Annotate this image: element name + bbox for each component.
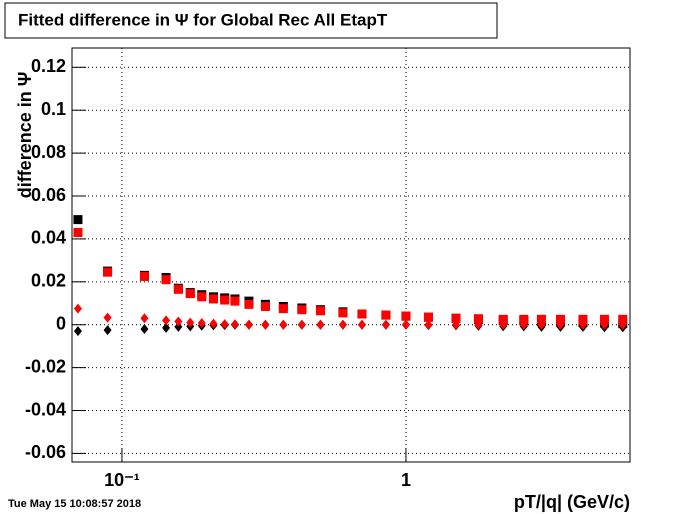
diamond-marker [103,312,112,323]
square-marker [197,292,207,302]
diamond-marker [316,319,325,330]
diamond-marker [338,319,347,330]
square-marker [423,312,433,322]
diamond-marker [499,319,508,330]
diamond-marker [174,321,183,332]
diamond-marker [600,319,609,330]
square-marker [220,295,230,305]
square-marker [278,304,288,314]
diamond-marker [279,319,288,330]
y-tick-label: 0.06 [31,185,66,205]
square-marker [315,306,325,316]
timestamp: Tue May 15 10:08:57 2018 [8,498,141,510]
x-tick-label: 1 [401,470,411,490]
diamond-marker [618,319,627,330]
diamond-marker [578,319,587,330]
square-marker [185,289,195,299]
y-tick-label: 0.08 [31,142,66,162]
x-axis-label: pT/|q| (GeV/c) [514,492,630,512]
diamond-marker [197,317,206,328]
square-marker [473,314,483,324]
diamond-marker [519,319,528,330]
y-axis-label: difference in Ψ [15,72,35,199]
y-tick-label: 0 [56,313,66,333]
square-marker [451,313,461,323]
diamond-marker [220,319,229,330]
square-marker [139,271,149,281]
diamond-marker [261,319,270,330]
square-marker [519,314,529,324]
diamond-marker [140,324,149,335]
diamond-marker [556,319,565,330]
diamond-marker [140,313,149,324]
square-marker [498,314,508,324]
diamond-marker [73,326,82,337]
y-tick-label: 0.1 [41,99,66,119]
diamond-marker [537,319,546,330]
diamond-marker [162,322,171,333]
square-marker [230,296,240,306]
square-marker [161,275,171,285]
diamond-marker [174,316,183,327]
square-marker [401,311,411,321]
diamond-marker [103,325,112,336]
y-tick-label: -0.04 [25,399,66,419]
square-marker [555,314,565,324]
square-marker [618,314,628,324]
y-tick-label: -0.02 [25,356,66,376]
diamond-marker [73,303,82,314]
diamond-marker [297,319,306,330]
diamond-marker [244,319,253,330]
diamond-marker [401,319,410,330]
square-marker [244,299,254,309]
diamond-marker [186,317,195,328]
square-marker [208,294,218,304]
diamond-marker [424,319,433,330]
square-marker [103,267,113,277]
chart-title: Fitted difference in Ψ for Global Rec Al… [18,10,388,29]
y-tick-label: -0.06 [25,442,66,462]
square-marker [357,309,367,319]
square-marker [73,227,83,237]
diamond-marker [230,319,239,330]
x-tick-label: 10⁻¹ [104,470,140,490]
title-box [4,2,498,39]
square-marker [260,301,270,311]
square-marker [173,284,183,294]
square-marker [578,314,588,324]
square-marker [73,215,83,225]
diamond-marker [209,318,218,329]
square-marker [599,314,609,324]
diamond-marker [381,319,390,330]
y-tick-label: 0.12 [31,56,66,76]
plot-frame [71,47,631,463]
diamond-marker [451,319,460,330]
square-marker [297,305,307,315]
diamond-marker [357,319,366,330]
diamond-marker [474,319,483,330]
y-tick-label: 0.02 [31,271,66,291]
y-tick-label: 0.04 [31,228,66,248]
square-marker [338,308,348,318]
square-marker [381,310,391,320]
diamond-marker [162,315,171,326]
square-marker [536,314,546,324]
